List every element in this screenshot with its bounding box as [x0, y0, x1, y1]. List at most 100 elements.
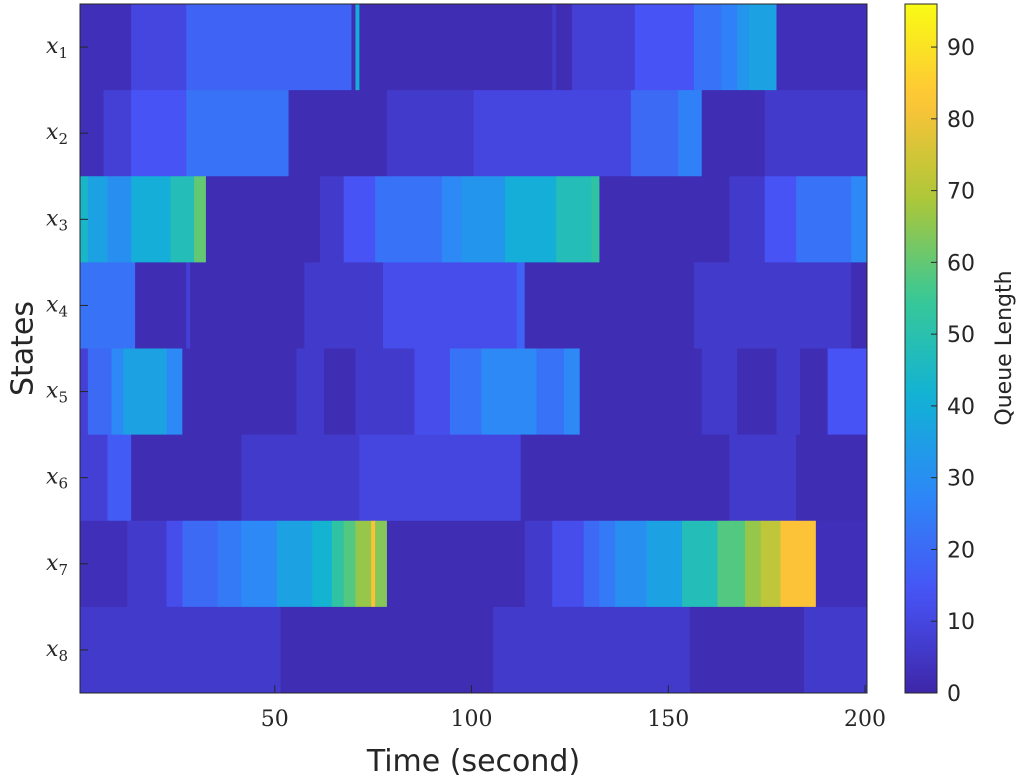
heatmap-cell	[359, 434, 522, 522]
x-axis-ticks: 50 100 150 200	[261, 685, 886, 732]
heatmap-cell	[815, 520, 868, 608]
plot-frame	[79, 3, 868, 694]
heatmap-cell	[127, 520, 167, 608]
heatmap-cell	[296, 348, 325, 436]
heatmap-cell	[764, 176, 797, 263]
heatmap-cell	[800, 348, 829, 436]
heatmap-cell	[689, 606, 805, 694]
heatmap-cell	[493, 606, 691, 694]
x-axis-label: Time (second)	[366, 744, 580, 777]
heatmap-cell	[701, 90, 766, 177]
heatmap-cell	[131, 176, 171, 263]
heatmap-cell	[748, 4, 777, 91]
heatmap-cell	[583, 520, 600, 608]
heatmap-cell	[682, 520, 718, 608]
heatmap-cell	[536, 348, 565, 436]
y-tick-label: x7	[46, 551, 68, 579]
heatmap-cell	[701, 348, 738, 436]
heatmap-cell	[481, 348, 537, 436]
heatmap-cell	[615, 520, 648, 608]
heatmap-cell	[166, 520, 183, 608]
heatmap-cell	[717, 520, 746, 608]
y-tick-base: x	[46, 206, 59, 231]
heatmap-cell	[634, 4, 695, 91]
y-tick-base: x	[46, 379, 59, 404]
heatmap-cell	[630, 90, 679, 177]
y-tick-label: x8	[46, 637, 68, 665]
heatmap-cell	[375, 176, 443, 263]
y-tick-subscript: 6	[58, 475, 68, 493]
heatmap-cell	[166, 348, 183, 436]
heatmap-cell	[414, 348, 451, 436]
colorbar-tick-label: 10	[947, 610, 975, 635]
heatmap-cell	[693, 262, 852, 349]
heatmap-cell	[131, 4, 187, 91]
heatmap-cell	[552, 520, 585, 608]
y-tick-subscript: 1	[58, 44, 68, 62]
heatmap-cell	[564, 348, 581, 436]
y-tick-base: x	[46, 465, 59, 490]
heatmap-cell	[186, 4, 352, 91]
heatmap-cell	[190, 262, 305, 349]
heatmap-cell	[591, 176, 600, 263]
heatmap-cell	[646, 520, 683, 608]
heatmap-cell	[721, 4, 738, 91]
heatmap-cell	[693, 4, 722, 91]
heatmap-cell	[760, 520, 781, 608]
heatmap-cell	[552, 4, 557, 91]
heatmap-cell	[737, 348, 777, 436]
colorbar-tick-label: 60	[947, 251, 975, 276]
y-tick-base: x	[46, 34, 59, 59]
heatmap-cell	[851, 176, 868, 263]
heatmap-cell	[442, 176, 463, 263]
y-tick-subscript: 7	[58, 561, 68, 579]
heatmap-cell	[383, 262, 518, 349]
heatmap-cell	[737, 4, 750, 91]
colorbar-tick-label: 80	[947, 108, 975, 133]
y-tick-label: x3	[46, 206, 68, 234]
y-tick-base: x	[46, 292, 59, 317]
heatmap-cell	[87, 176, 108, 263]
heatmap-cell	[796, 176, 852, 263]
heatmap-cell	[355, 4, 360, 91]
heatmap-cell	[87, 348, 112, 436]
x-tick-label: 200	[844, 707, 886, 732]
heatmap-cell	[131, 90, 187, 177]
heatmap-cell	[182, 520, 219, 608]
heatmap-cell	[170, 176, 195, 263]
heatmap-cell	[745, 520, 762, 608]
heatmap-cell	[80, 262, 136, 349]
y-tick-label: x1	[46, 34, 68, 62]
heatmap-cell	[288, 90, 388, 177]
heatmap-cell	[111, 348, 124, 436]
heatmap-cell	[205, 176, 321, 263]
y-tick-label: x2	[46, 120, 68, 148]
y-tick-subscript: 8	[58, 647, 68, 665]
colorbar-label: Queue Length	[992, 270, 1017, 425]
heatmap-cell	[579, 348, 703, 436]
heatmap-cell	[556, 4, 573, 91]
heatmap-cell	[764, 90, 868, 177]
y-tick-base: x	[46, 551, 59, 576]
heatmap-cell	[473, 90, 632, 177]
y-tick-subscript: 2	[58, 130, 68, 148]
colorbar-tick-label: 20	[947, 538, 975, 563]
heatmap-cell	[461, 176, 506, 263]
heatmap-cell	[571, 4, 636, 91]
heatmap-cell	[182, 348, 297, 436]
heatmap-cell	[131, 434, 242, 522]
heatmap-cell	[80, 4, 132, 91]
heatmap-cell	[449, 348, 482, 436]
colorbar-tick-label: 0	[947, 682, 961, 707]
heatmap-cell	[304, 262, 384, 349]
heatmap-cell	[386, 90, 474, 177]
x-tick-label: 150	[647, 707, 689, 732]
heatmap-cell	[796, 434, 868, 522]
heatmap-cell	[107, 434, 132, 522]
heatmap-cell	[599, 520, 616, 608]
colorbar-tick-label: 40	[947, 395, 975, 420]
heatmap-cell	[524, 262, 695, 349]
heatmap-cell	[323, 348, 356, 436]
heatmap-cell	[776, 4, 868, 91]
